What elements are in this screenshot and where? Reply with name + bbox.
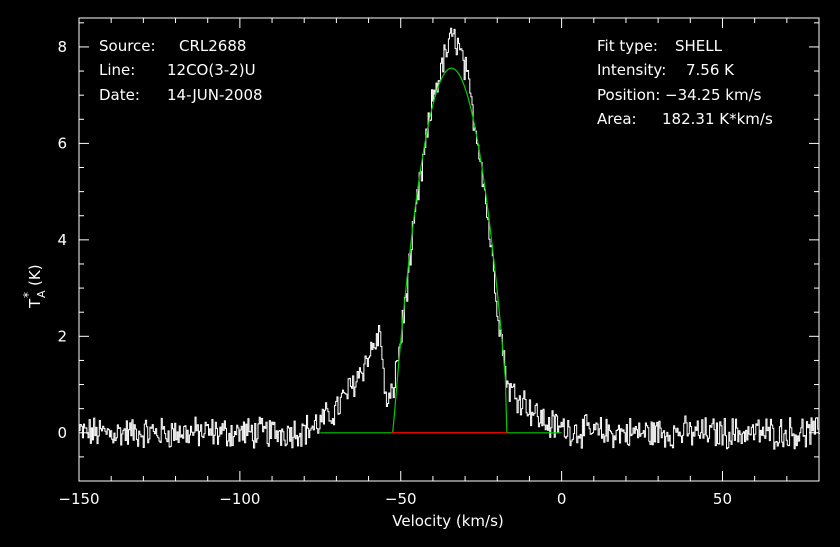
fit-curve — [320, 67, 562, 434]
x-tick-label: −150 — [58, 490, 99, 508]
line-label: Line: — [99, 61, 135, 79]
y-tick-label: 2 — [57, 327, 67, 345]
y-axis-label-main: T — [26, 298, 44, 309]
plot-frame — [78, 17, 820, 482]
plot-series — [79, 27, 820, 450]
date-label: Date: — [99, 86, 140, 104]
intensity-label: Intensity: — [597, 61, 666, 79]
y-axis-label-sub: A — [35, 290, 48, 298]
y-tick-label: 4 — [57, 231, 67, 249]
fit-type-label: Fit type: — [597, 37, 658, 55]
source-label: Source: — [99, 37, 156, 55]
x-tick-label: −100 — [219, 490, 260, 508]
x-axis-label: Velocity (km/s) — [392, 512, 503, 530]
date-value: 14-JUN-2008 — [167, 86, 263, 104]
y-axis-label-sup: * — [21, 292, 35, 298]
source-value: CRL2688 — [179, 37, 246, 55]
y-tick-label: 6 — [57, 134, 67, 152]
fit-type-value: SHELL — [675, 37, 723, 55]
position-label: Position: — [597, 86, 660, 104]
line-value: 12CO(3-2)U — [167, 61, 256, 79]
area-value: 182.31 K*km/s — [662, 110, 773, 128]
y-axis-label-unit: (K) — [26, 264, 44, 286]
x-tick-label: 0 — [557, 490, 567, 508]
plot-axes — [78, 17, 820, 482]
spectrum-trace — [79, 27, 820, 450]
y-tick-label: 0 — [57, 424, 67, 442]
x-tick-label: −50 — [385, 490, 417, 508]
x-tick-label: 50 — [713, 490, 732, 508]
area-label: Area: — [597, 110, 637, 128]
intensity-value: 7.56 K — [686, 61, 735, 79]
tick-labels: −150 −100 −50 0 50 0 2 4 6 8 — [57, 38, 732, 508]
y-tick-label: 8 — [57, 38, 67, 56]
position-value: −34.25 km/s — [665, 86, 762, 104]
y-axis-label: T * A (K) — [21, 264, 48, 309]
